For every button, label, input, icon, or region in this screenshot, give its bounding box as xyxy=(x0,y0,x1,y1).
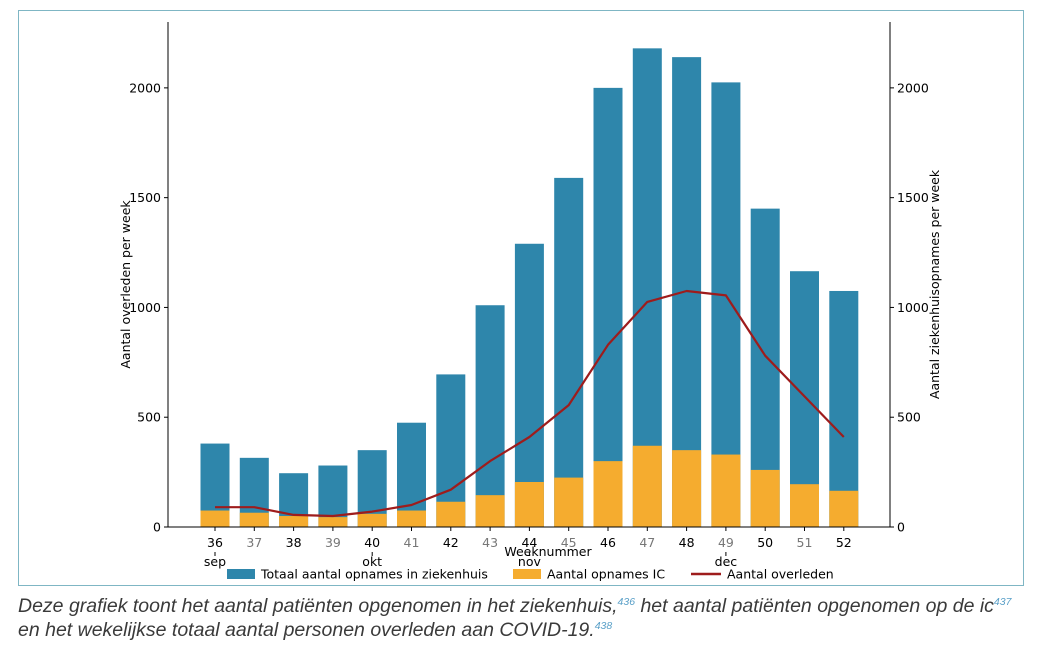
chart: 0 0 500 500 1000 1000 1500 1500 2000 2000 36 37 38 39… xyxy=(118,22,942,582)
y-tick-label-left-1500: 1500 xyxy=(129,190,161,205)
x-tick-label-48: 48 xyxy=(679,535,695,550)
x-tick-label-40: 40 xyxy=(364,535,380,550)
bar-ic-week-51 xyxy=(790,484,819,527)
y-tick-label-left-500: 500 xyxy=(137,410,161,425)
figure-frame: 0 0 500 500 1000 1000 1500 1500 2000 2000 36 37 38 39… xyxy=(18,10,1024,586)
month-label-nov: nov xyxy=(518,554,542,569)
month-label-sep: sep xyxy=(204,554,226,569)
y-tick-label-right-0: 0 xyxy=(897,520,905,535)
x-tick-label-44: 44 xyxy=(521,535,537,550)
bar-ic-week-43 xyxy=(475,495,505,527)
bar-ic-week-49 xyxy=(711,454,741,527)
month-label-okt: okt xyxy=(362,554,382,569)
caption-ref-437[interactable]: 437 xyxy=(993,596,1012,608)
caption-ref-436[interactable]: 436 xyxy=(617,596,636,608)
x-tick-label-41: 41 xyxy=(404,535,420,550)
bar-ic-week-41 xyxy=(397,510,426,527)
bar-ic-week-40 xyxy=(357,513,387,527)
legend-swatch-total xyxy=(227,569,255,579)
y-tick-label-left-0: 0 xyxy=(153,520,161,535)
bar-ic-week-42 xyxy=(436,501,466,527)
bar-ic-week-45 xyxy=(554,477,584,527)
x-tick-label-37: 37 xyxy=(246,535,262,550)
bar-ic-week-50 xyxy=(750,469,780,527)
month-label-dec: dec xyxy=(715,554,738,569)
bar-ic-week-48 xyxy=(672,450,702,527)
bar-ic-week-44 xyxy=(514,481,544,527)
y-axis-title-right: Aantal ziekenhuisopnames per week xyxy=(927,169,942,399)
y-tick-label-right-1500: 1500 xyxy=(897,190,929,205)
y-tick-label-left-1000: 1000 xyxy=(129,300,161,315)
x-tick-label-38: 38 xyxy=(286,535,302,550)
legend-label-ic: Aantal opnames IC xyxy=(547,567,665,582)
y-tick-label-left-2000: 2000 xyxy=(129,80,161,95)
y-axis-title-left: Aantal overleden per week xyxy=(118,200,133,369)
bar-total-week-52 xyxy=(829,290,859,527)
bar-ic-week-47 xyxy=(632,445,662,527)
bar-ic-week-46 xyxy=(593,461,623,527)
x-tick-label-39: 39 xyxy=(325,535,341,550)
x-tick-label-47: 47 xyxy=(639,535,655,550)
line-deaths xyxy=(215,289,845,518)
bar-total-week-49 xyxy=(711,82,741,527)
bar-total-week-42 xyxy=(436,374,466,527)
bar-total-week-41 xyxy=(397,422,426,527)
caption-text-2: het aantal patiënten opgenomen op de ic xyxy=(635,595,994,617)
bar-total-week-45 xyxy=(554,177,584,528)
x-tick-label-45: 45 xyxy=(561,535,577,550)
x-tick-label-46: 46 xyxy=(600,535,616,550)
figure-caption: Deze grafiek toont het aantal patiënten … xyxy=(18,594,1033,642)
y-tick-label-right-1000: 1000 xyxy=(897,300,929,315)
bar-ic-week-36 xyxy=(200,510,230,527)
bar-ic-week-38 xyxy=(279,516,309,527)
y-tick-label-right-500: 500 xyxy=(897,410,921,425)
caption-ref-438[interactable]: 438 xyxy=(594,620,613,632)
bar-ic-week-52 xyxy=(829,490,859,527)
bar-total-week-43 xyxy=(475,305,505,527)
x-tick-label-52: 52 xyxy=(836,535,852,550)
legend-label-deaths: Aantal overleden xyxy=(727,567,834,582)
x-tick-label-36: 36 xyxy=(207,535,223,550)
y-tick-label-right-2000: 2000 xyxy=(897,80,929,95)
x-axis-title: Weeknummer xyxy=(504,544,592,559)
caption-text-3: en het wekelijkse totaal aantal personen… xyxy=(18,619,595,641)
caption-text-1: Deze grafiek toont het aantal patiënten … xyxy=(18,595,618,617)
x-tick-label-51: 51 xyxy=(797,535,813,550)
bar-total-week-44 xyxy=(514,243,544,527)
bar-ic-week-37 xyxy=(239,512,269,527)
bar-total-week-46 xyxy=(593,87,623,527)
x-tick-label-42: 42 xyxy=(443,535,459,550)
legend-label-total: Totaal aantal opnames in ziekenhuis xyxy=(260,567,488,582)
legend-swatch-ic xyxy=(513,569,541,579)
x-tick-label-49: 49 xyxy=(718,535,734,550)
x-tick-label-50: 50 xyxy=(757,535,773,550)
bar-ic-week-39 xyxy=(318,517,348,527)
x-tick-label-43: 43 xyxy=(482,535,498,550)
